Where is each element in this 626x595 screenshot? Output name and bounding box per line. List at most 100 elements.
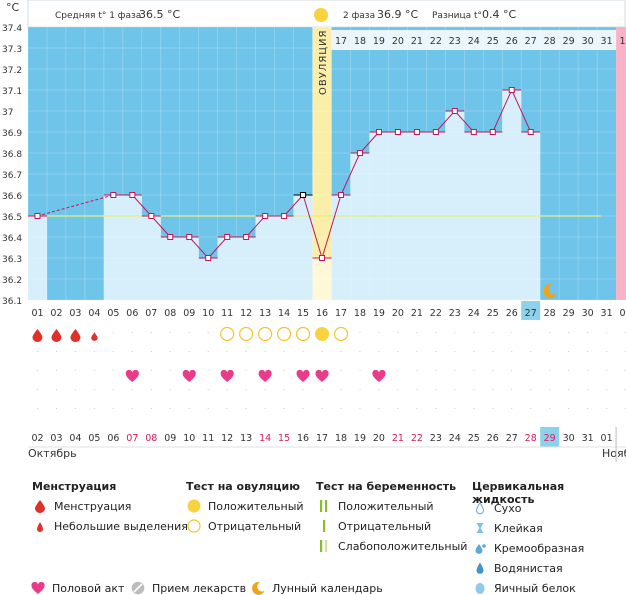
row-dot (587, 332, 589, 333)
x-day-label: 10 (202, 308, 214, 319)
row-dot (473, 408, 475, 409)
cycle-day-strip (331, 30, 617, 50)
top-day-label: 28 (544, 36, 556, 47)
legend-cervical-dry-item: Сухо (472, 501, 521, 515)
row-dot (606, 332, 608, 333)
temp-point (281, 213, 288, 219)
intercourse-heart-icon (315, 369, 329, 382)
watery-drop-icon (476, 562, 484, 574)
x-day-label: 25 (487, 308, 499, 319)
row-dot (606, 370, 608, 371)
date-label: 25 (468, 433, 480, 444)
temp-line-segment (454, 110, 475, 133)
date-label: 17 (316, 433, 328, 444)
date-label: 16 (297, 433, 309, 444)
date-axis: Октябрь Ноябрь 02 03 04 05 06 07 08 09 10 11 12 13 1… (28, 427, 626, 462)
date-label: 09 (164, 433, 176, 444)
top-day-label: 19 (373, 36, 385, 47)
x-day-label: 16 (316, 308, 328, 319)
temp-point (527, 129, 534, 135)
row-dot (112, 389, 114, 390)
row-dot (302, 351, 304, 352)
creamy-drop-icon (475, 544, 486, 554)
row-dot (150, 370, 152, 371)
temp-bar (331, 195, 351, 300)
x-day-label: 05 (107, 308, 119, 319)
top-day-label: 24 (468, 36, 480, 47)
row-dot (169, 332, 171, 333)
row-dot (188, 332, 190, 333)
legend-pregtest-negative-label: Отрицательный (338, 519, 432, 533)
temp-bar (103, 195, 123, 300)
row-dot (587, 389, 589, 390)
row-dot (207, 408, 209, 409)
diff-label: Разница t° (432, 11, 482, 21)
row-dot (606, 389, 608, 390)
intercourse-heart-icon (220, 369, 234, 382)
row-dot (340, 389, 342, 390)
intercourse-heart-icon (372, 369, 386, 382)
temp-point (186, 234, 193, 240)
top-day-label: 26 (506, 36, 518, 47)
temp-bar (28, 216, 47, 300)
x-day-label: 19 (373, 308, 385, 319)
row-dot (74, 389, 76, 390)
legend-pregtest-title: Тест на беременность (316, 480, 457, 493)
temp-point (470, 129, 477, 135)
egg-white-drop-icon (475, 583, 485, 594)
row-dot (568, 408, 570, 409)
temp-line-segment (492, 89, 513, 133)
temp-line-segment (435, 110, 456, 133)
x-day-label: 31 (601, 308, 613, 319)
row-dot (454, 351, 456, 352)
row-dot (302, 370, 304, 371)
row-dot (36, 370, 38, 371)
row-dot (150, 351, 152, 352)
date-label: 11 (202, 433, 214, 444)
row-dot (93, 351, 95, 352)
drop-outline-icon (475, 502, 485, 515)
row-dot (188, 389, 190, 390)
y-tick-label: 36.3 (2, 255, 22, 265)
date-label: 07 (126, 433, 138, 444)
row-dot (359, 332, 361, 333)
row-dot (112, 351, 114, 352)
row-dot (511, 408, 513, 409)
row-dot (131, 351, 133, 352)
row-dot (188, 351, 190, 352)
top-day-label: 23 (449, 36, 461, 47)
legend-cervical-title: Цервикальная жидкость (472, 480, 565, 506)
legend-intercourse-item: Половой акт (30, 581, 124, 595)
temp-line-segment (340, 152, 361, 196)
row-dot (549, 408, 551, 409)
row-dot (340, 408, 342, 409)
x-day-label: 22 (430, 308, 442, 319)
row-dot (321, 389, 323, 390)
x-day-label: 06 (126, 308, 138, 319)
ovtest-negative-icon (258, 326, 273, 342)
row-dot (169, 370, 171, 371)
blood-drop-icon (35, 500, 45, 513)
next-top-day-label: 15 (620, 36, 626, 47)
top-day-label: 30 (582, 36, 594, 47)
date-label: 21 (392, 433, 404, 444)
y-tick-label: 36.6 (2, 192, 22, 202)
moon-icon (543, 283, 557, 298)
date-label: 31 (582, 433, 594, 444)
row-dot (55, 408, 57, 409)
date-label: 23 (430, 433, 442, 444)
x-day-label: 29 (563, 308, 575, 319)
x-day-label: 27 (525, 308, 537, 319)
intercourse-heart-icon (125, 369, 139, 382)
row-dot (397, 351, 399, 352)
row-dot (587, 370, 589, 371)
temp-point (300, 192, 307, 198)
temp-bar (198, 258, 218, 300)
row-dot (226, 370, 228, 371)
ovulation-label: ОВУЛЯЦИЯ (318, 30, 329, 96)
temp-bar (236, 237, 256, 300)
row-dot (454, 408, 456, 409)
temp-point (224, 234, 231, 240)
row-dot (36, 408, 38, 409)
row-dot (397, 332, 399, 333)
